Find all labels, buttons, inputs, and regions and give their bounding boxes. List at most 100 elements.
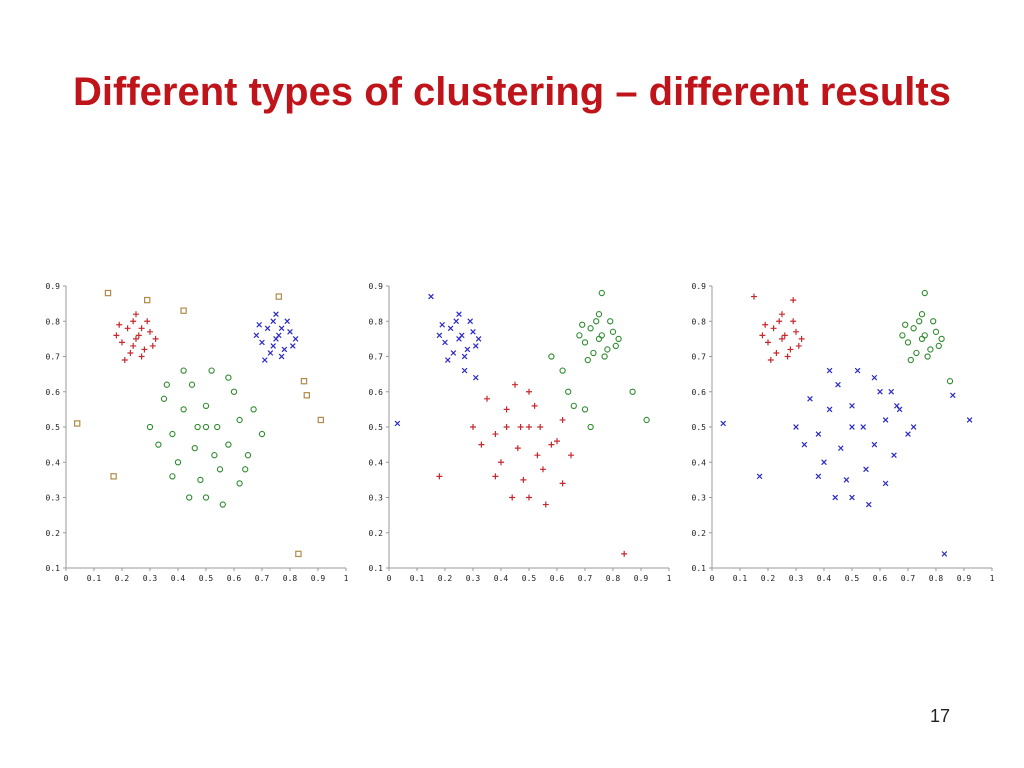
data-point-cross	[470, 329, 476, 335]
data-point-cross	[863, 466, 869, 473]
y-tick-label: 0.8	[369, 317, 384, 326]
data-point-plus	[478, 441, 485, 448]
data-point-plus	[130, 342, 137, 349]
data-point-circle	[907, 356, 914, 364]
y-tick-label: 0.2	[46, 529, 61, 538]
data-point-circle	[938, 335, 945, 343]
data-point-cross	[270, 318, 277, 325]
data-point-plus	[784, 353, 791, 360]
data-point-plus	[790, 318, 797, 325]
data-point-cross	[807, 395, 813, 402]
data-point-circle	[180, 406, 187, 413]
data-point-cross	[815, 431, 822, 437]
x-tick-label: 0.2	[761, 574, 776, 583]
data-point-cross	[941, 551, 948, 557]
y-tick-label: 0.6	[369, 388, 384, 397]
data-point-circle	[590, 349, 597, 357]
data-point-circle	[930, 318, 937, 325]
x-tick-label: 0	[64, 574, 69, 583]
x-tick-label: 0.2	[115, 574, 130, 583]
x-tick-label: 0.5	[522, 574, 537, 583]
data-point-square	[110, 473, 117, 480]
x-tick-label: 0.9	[634, 574, 649, 583]
data-point-circle	[595, 311, 603, 318]
data-point-circle	[902, 321, 909, 328]
data-point-circle	[236, 416, 243, 424]
data-point-circle	[918, 311, 926, 318]
data-point-cross	[849, 403, 855, 409]
data-point-plus	[141, 346, 148, 353]
y-tick-label: 0.9	[369, 282, 384, 291]
data-point-cross	[854, 367, 861, 374]
data-point-circle	[188, 381, 196, 388]
data-point-circle	[629, 388, 636, 395]
y-tick-label: 0.3	[369, 494, 384, 503]
data-point-circle	[219, 501, 226, 508]
data-point-circle	[174, 459, 182, 466]
y-tick-label: 0.8	[692, 317, 707, 326]
x-tick-label: 0.6	[550, 574, 565, 583]
data-point-square	[180, 307, 187, 314]
data-point-cross	[720, 420, 727, 427]
data-point-cross	[264, 325, 271, 332]
data-point-cross	[837, 445, 844, 451]
data-point-circle	[559, 367, 566, 374]
data-point-plus	[781, 332, 788, 339]
data-point-circle	[601, 353, 608, 360]
data-point-plus	[113, 332, 120, 339]
data-point-circle	[548, 353, 555, 360]
data-point-plus	[119, 339, 125, 346]
data-point-cross	[253, 332, 260, 339]
data-point-cross	[756, 473, 763, 480]
data-point-circle	[216, 466, 224, 473]
x-tick-label: 0.5	[845, 574, 860, 583]
data-point-cross	[270, 343, 277, 349]
data-point-circle	[935, 342, 942, 350]
data-point-plus	[531, 402, 538, 409]
scatter-plot-2: 0.1 0.2 0.3 0.4 0.5 0.6 0.7 0.8 0.9 0 0.1 0.2 0.3 0.4…	[363, 270, 683, 600]
data-point-cross	[467, 318, 474, 325]
data-point-plus	[484, 395, 490, 402]
data-point-square	[73, 420, 81, 427]
data-point-plus	[124, 325, 131, 332]
data-point-plus	[787, 346, 794, 353]
data-point-circle	[584, 356, 591, 364]
data-point-circle	[197, 476, 204, 484]
data-point-cross	[289, 343, 296, 349]
data-point-circle	[609, 328, 617, 335]
data-point-cross	[439, 321, 446, 328]
data-point-plus	[559, 480, 566, 487]
data-point-cross	[877, 388, 883, 395]
y-tick-label: 0.2	[692, 529, 707, 538]
x-tick-label: 0.7	[578, 574, 593, 583]
x-tick-label: 0.7	[255, 574, 270, 583]
y-tick-label: 0.7	[692, 353, 707, 362]
data-point-cross	[442, 339, 448, 346]
data-point-cross	[871, 374, 878, 381]
data-point-circle	[587, 325, 594, 332]
data-point-circle	[598, 332, 605, 339]
data-point-cross	[436, 332, 443, 339]
data-point-plus	[509, 494, 516, 501]
data-point-cross	[273, 311, 279, 318]
data-point-cross	[275, 332, 282, 339]
y-tick-label: 0.6	[46, 388, 61, 397]
y-tick-label: 0.6	[692, 388, 707, 397]
data-point-circle	[946, 378, 954, 385]
data-point-circle	[927, 346, 934, 353]
data-point-circle	[576, 332, 583, 339]
data-point-circle	[593, 318, 600, 325]
x-tick-label: 0.6	[873, 574, 888, 583]
slide-number: 17	[930, 706, 951, 726]
y-tick-label: 0.8	[46, 317, 61, 326]
data-point-circle	[913, 349, 920, 357]
data-point-plus	[116, 321, 123, 328]
data-point-circle	[612, 342, 619, 350]
data-point-cross	[394, 420, 401, 427]
x-tick-label: 0.8	[606, 574, 621, 583]
data-point-plus	[798, 335, 805, 342]
data-point-square	[300, 377, 308, 385]
data-point-circle	[910, 325, 917, 332]
x-tick-label: 0.4	[817, 574, 832, 583]
data-point-plus	[130, 318, 137, 325]
